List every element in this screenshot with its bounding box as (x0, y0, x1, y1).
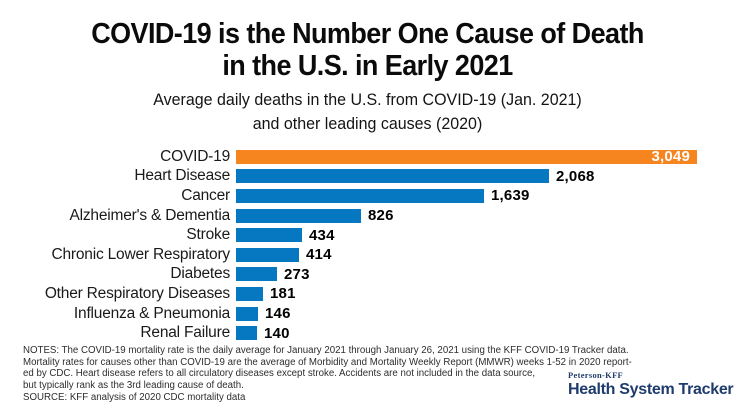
bar-row: Chronic Lower Respiratory 414 (0, 245, 735, 265)
category-label: Alzheimer's & Dementia (69, 206, 230, 224)
category-label: Heart Disease (134, 167, 230, 185)
chart-subtitle: Average daily deaths in the U.S. from CO… (11, 88, 724, 136)
category-label: Renal Failure (140, 324, 230, 342)
bar-row: Other Respiratory Diseases 181 (0, 284, 735, 304)
notes-line: ed by CDC. Heart disease refers to all c… (23, 368, 536, 380)
bar (236, 247, 299, 262)
value-label: 2,068 (556, 167, 595, 185)
category-label: Chronic Lower Respiratory (51, 245, 231, 263)
category-label: Other Respiratory Diseases (44, 284, 230, 302)
bar-row: Stroke 434 (0, 225, 735, 245)
notes-line: SOURCE: KFF analysis of 2020 CDC mortali… (23, 391, 246, 403)
bar (236, 208, 361, 223)
logo-peterson-kff: Peterson-KFF (568, 370, 624, 380)
category-label: Influenza & Pneumonia (73, 304, 230, 322)
category-label: COVID-19 (160, 147, 230, 165)
category-label: Cancer (181, 186, 230, 204)
category-label: Stroke (186, 226, 230, 244)
bar (236, 188, 484, 203)
bar (236, 267, 277, 282)
notes-text: NOTES: The COVID-19 mortality rate is th… (23, 345, 643, 404)
chart-title-line2: in the U.S. in Early 2021 (222, 50, 513, 82)
bar (236, 286, 263, 301)
bar (236, 326, 257, 341)
bar (236, 169, 549, 184)
bar: 3,049 (236, 148, 697, 166)
value-label: 3,049 (651, 148, 690, 166)
bar-row: Renal Failure 140 (0, 323, 735, 343)
bar-row: Alzheimer's & Dementia 826 (0, 206, 735, 226)
bar-row: Heart Disease 2,068 (0, 167, 735, 187)
logo-brand-name: Health System Tracker (568, 381, 734, 398)
value-label: 146 (265, 305, 291, 323)
chart-subtitle-line2: and other leading causes (2020) (252, 115, 483, 133)
value-label: 434 (309, 226, 335, 244)
value-label: 140 (264, 324, 290, 342)
value-label: 273 (284, 265, 310, 283)
notes-line: NOTES: The COVID-19 mortality rate is th… (23, 345, 629, 356)
chart-title-line1: COVID-19 is the Number One Cause of Deat… (91, 18, 644, 50)
value-label: 181 (270, 285, 296, 303)
bar (236, 306, 258, 321)
notes-line: Mortality rates for causes other than CO… (23, 356, 632, 368)
notes-line: but typically rank as the 3rd leading ca… (23, 380, 244, 392)
bar-chart: COVID-19 3,049 Heart Disease 2,068 Cancer 1,6… (0, 147, 735, 343)
chart-title: COVID-19 is the Number One Cause of Deat… (26, 18, 710, 82)
bar-row: COVID-19 3,049 (0, 147, 735, 167)
value-label: 414 (306, 246, 332, 264)
value-label: 1,639 (491, 187, 530, 205)
bar-row: Influenza & Pneumonia 146 (0, 304, 735, 324)
bar-row: Diabetes 273 (0, 265, 735, 285)
bar-row: Cancer 1,639 (0, 186, 735, 206)
value-label: 826 (368, 207, 394, 225)
health-system-tracker-logo: Peterson-KFF Health System Tracker (568, 370, 734, 399)
category-label: Diabetes (170, 265, 230, 283)
chart-subtitle-line1: Average daily deaths in the U.S. from CO… (153, 91, 582, 109)
bar (236, 228, 302, 243)
